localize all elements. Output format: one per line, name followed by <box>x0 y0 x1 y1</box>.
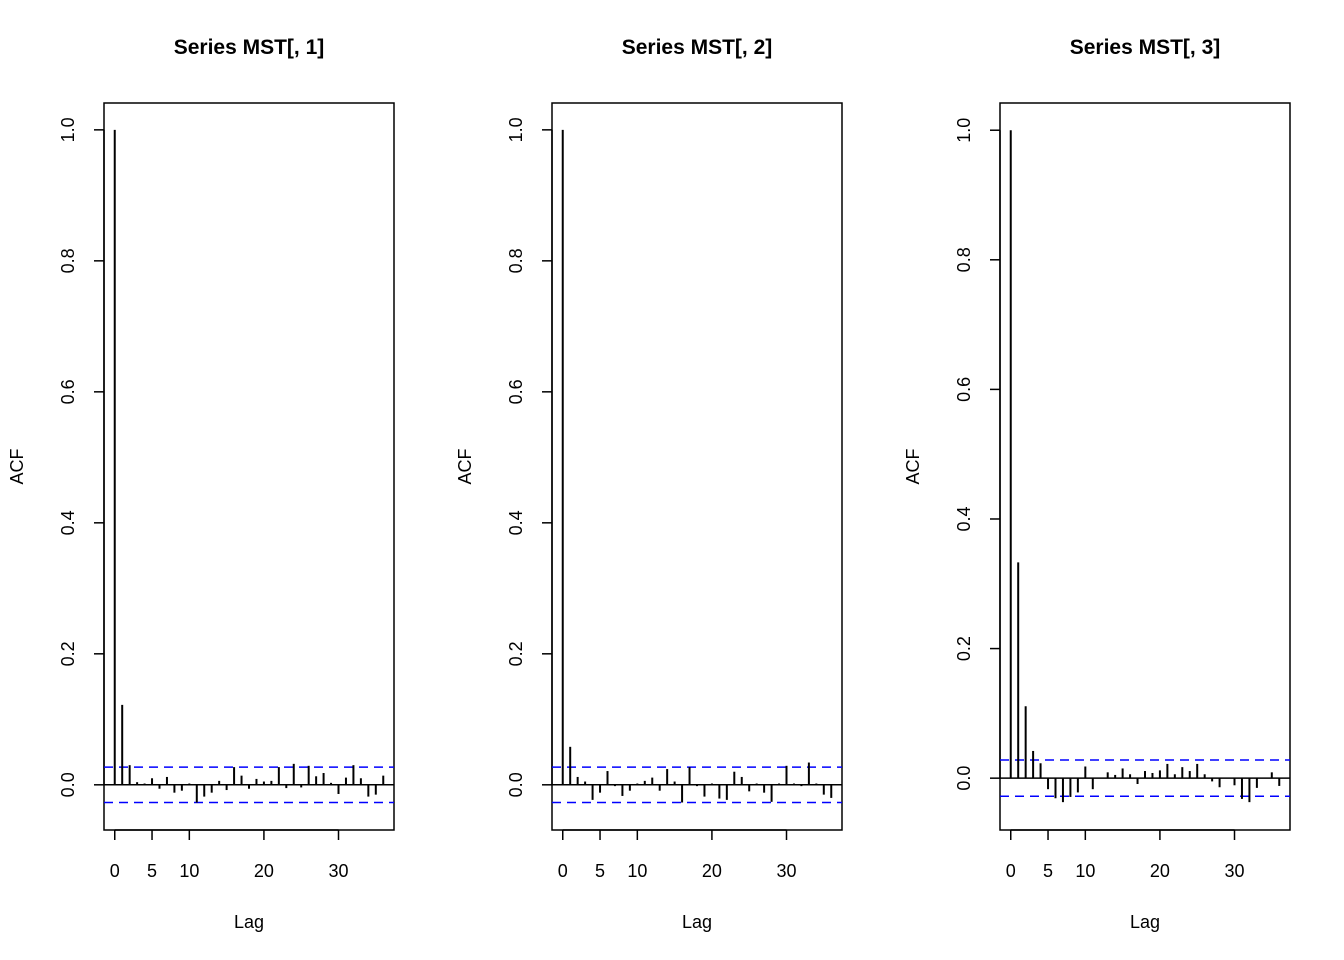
y-tick-label: 0.8 <box>954 247 974 272</box>
y-axis-label: ACF <box>455 448 475 484</box>
x-tick-label: 5 <box>1043 861 1053 881</box>
y-tick-label: 0.8 <box>506 248 526 273</box>
plot-frame <box>999 102 1291 831</box>
x-tick-label: 10 <box>1075 861 1095 881</box>
panel: Series MST[, 2] Lag ACF 0 5 10 20 30 0.0 0.2 0.4 0.… <box>455 36 843 932</box>
y-tick-label: 0.0 <box>506 772 526 797</box>
y-tick-label: 0.6 <box>506 379 526 404</box>
x-tick-label: 30 <box>776 861 796 881</box>
panel: Series MST[, 3] Lag ACF 0 5 10 20 30 0.0 0.2 0.4 0.… <box>903 36 1291 932</box>
y-tick-label: 0.6 <box>58 379 78 404</box>
y-tick-label: 1.0 <box>506 117 526 142</box>
x-tick-label: 5 <box>595 861 605 881</box>
panel-title: Series MST[, 3] <box>1070 36 1221 59</box>
y-tick-label: 0.0 <box>58 772 78 797</box>
x-tick-label: 10 <box>179 861 199 881</box>
y-tick-label: 1.0 <box>954 118 974 143</box>
x-tick-label: 0 <box>1006 861 1016 881</box>
y-tick-label: 0.6 <box>954 377 974 402</box>
x-tick-label: 0 <box>558 861 568 881</box>
x-axis-label: Lag <box>1130 912 1160 932</box>
x-tick-label: 20 <box>702 861 722 881</box>
y-tick-label: 0.4 <box>58 510 78 535</box>
y-tick-label: 0.4 <box>954 506 974 531</box>
x-tick-label: 10 <box>627 861 647 881</box>
x-tick-label: 0 <box>110 861 120 881</box>
panel-title: Series MST[, 2] <box>622 36 773 59</box>
x-tick-label: 5 <box>147 861 157 881</box>
x-tick-label: 30 <box>1224 861 1244 881</box>
plot-frame <box>551 102 843 831</box>
y-axis-label: ACF <box>7 448 27 484</box>
x-axis-label: Lag <box>682 912 712 932</box>
y-tick-label: 0.8 <box>58 248 78 273</box>
y-tick-label: 0.2 <box>506 641 526 666</box>
x-axis-label: Lag <box>234 912 264 932</box>
y-tick-label: 0.0 <box>954 766 974 791</box>
plot-frame <box>103 102 395 831</box>
x-tick-label: 30 <box>328 861 348 881</box>
x-tick-label: 20 <box>1150 861 1170 881</box>
x-tick-label: 20 <box>254 861 274 881</box>
panel-title: Series MST[, 1] <box>174 36 325 59</box>
y-axis-label: ACF <box>903 448 923 484</box>
y-tick-label: 0.2 <box>954 636 974 661</box>
y-tick-label: 1.0 <box>58 117 78 142</box>
y-tick-label: 0.4 <box>506 510 526 535</box>
panel: Series MST[, 1] Lag ACF 0 5 10 20 30 0.0 0.2 0.4 0.… <box>7 36 395 932</box>
y-tick-label: 0.2 <box>58 641 78 666</box>
